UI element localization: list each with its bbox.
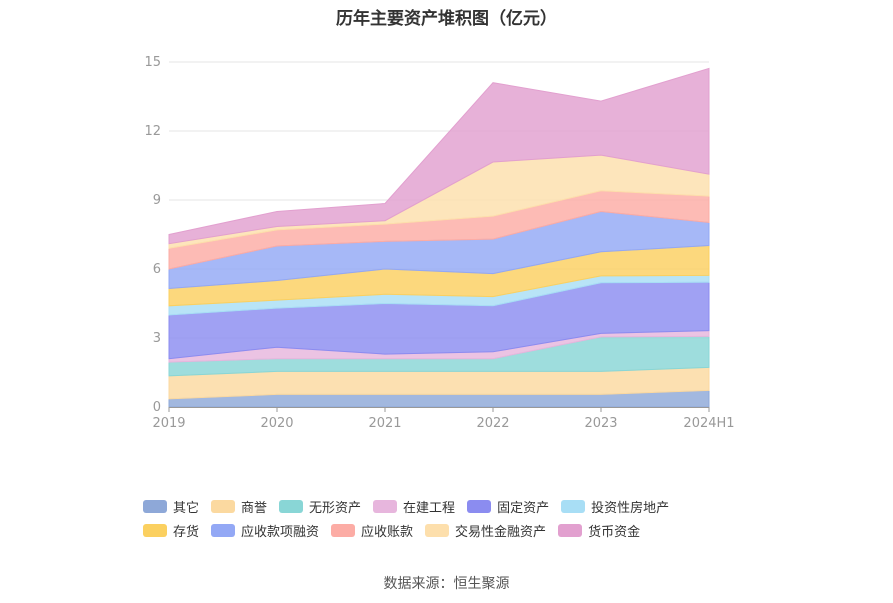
legend-swatch — [467, 499, 492, 513]
x-tick-label: 2019 — [152, 416, 185, 431]
y-tick-label: 12 — [144, 124, 161, 139]
legend-item[interactable]: 其它 — [143, 497, 199, 516]
legend-item[interactable]: 应收账款 — [331, 521, 413, 540]
legend-label: 应收账款 — [361, 524, 414, 540]
x-tick-labels: 2019 2020 2021 2022 2023 2024H1 — [152, 416, 734, 431]
legend-label: 其它 — [173, 500, 200, 516]
legend-label: 投资性房地产 — [591, 500, 670, 516]
legend-label: 货币资金 — [588, 524, 641, 540]
legend-item[interactable]: 无形资产 — [279, 497, 361, 516]
stacked-area-chart: 0 3 6 9 12 15 2019 2020 2021 2022 2023 2024H1 — [144, 55, 734, 431]
x-tick-label: 2021 — [368, 416, 401, 431]
y-tick-label: 6 — [153, 262, 161, 277]
legend-label: 商誉 — [241, 500, 268, 516]
legend-item[interactable]: 固定资产 — [467, 497, 549, 516]
x-tick-label: 2024H1 — [683, 416, 734, 431]
legend-swatch — [373, 499, 398, 513]
y-tick-label: 3 — [153, 331, 161, 346]
legend-label: 在建工程 — [403, 500, 456, 516]
legend-swatch — [425, 523, 450, 537]
legend-item[interactable]: 在建工程 — [373, 497, 455, 516]
legend-label: 无形资产 — [309, 500, 362, 516]
legend-label: 存货 — [173, 524, 200, 540]
legend-item[interactable]: 应收款项融资 — [211, 521, 319, 540]
x-tick-label: 2020 — [260, 416, 293, 431]
legend-item[interactable]: 货币资金 — [558, 521, 640, 540]
x-tick-label: 2022 — [476, 416, 509, 431]
legend-item[interactable]: 投资性房地产 — [561, 497, 669, 516]
legend-swatch — [279, 499, 304, 513]
y-tick-labels: 0 3 6 9 12 15 — [144, 55, 161, 415]
legend-item[interactable]: 存货 — [143, 521, 199, 540]
legend-item[interactable]: 商誉 — [211, 497, 267, 516]
legend-row: 其它 商誉 无形资产 在建工程 固定资产 投资性房地产 — [143, 494, 783, 518]
y-tick-label: 15 — [144, 55, 161, 70]
legend: 其它 商誉 无形资产 在建工程 固定资产 投资性房地产存货 应收款项融资 应收账款 交易性金融资… — [143, 494, 783, 542]
y-tick-label: 0 — [153, 400, 161, 415]
legend-row: 存货 应收款项融资 应收账款 交易性金融资产 货币资金 — [143, 518, 783, 542]
legend-item[interactable]: 交易性金融资产 — [425, 521, 546, 540]
legend-swatch — [143, 523, 167, 537]
legend-label: 应收款项融资 — [241, 524, 320, 540]
chart-title: 历年主要资产堆积图（亿元） — [336, 9, 557, 29]
legend-swatch — [211, 499, 236, 513]
legend-swatch — [331, 523, 356, 537]
y-tick-label: 9 — [153, 193, 161, 208]
area-series — [168, 67, 710, 408]
legend-label: 固定资产 — [497, 500, 550, 516]
x-tick-label: 2023 — [584, 416, 617, 431]
legend-swatch — [211, 523, 236, 537]
source-note: 数据来源：恒生聚源 — [383, 576, 510, 592]
x-axis — [168, 407, 710, 412]
area-10 — [168, 67, 710, 245]
legend-swatch — [558, 523, 583, 537]
legend-swatch — [143, 499, 167, 513]
legend-swatch — [561, 499, 586, 513]
legend-label: 交易性金融资产 — [455, 524, 547, 540]
